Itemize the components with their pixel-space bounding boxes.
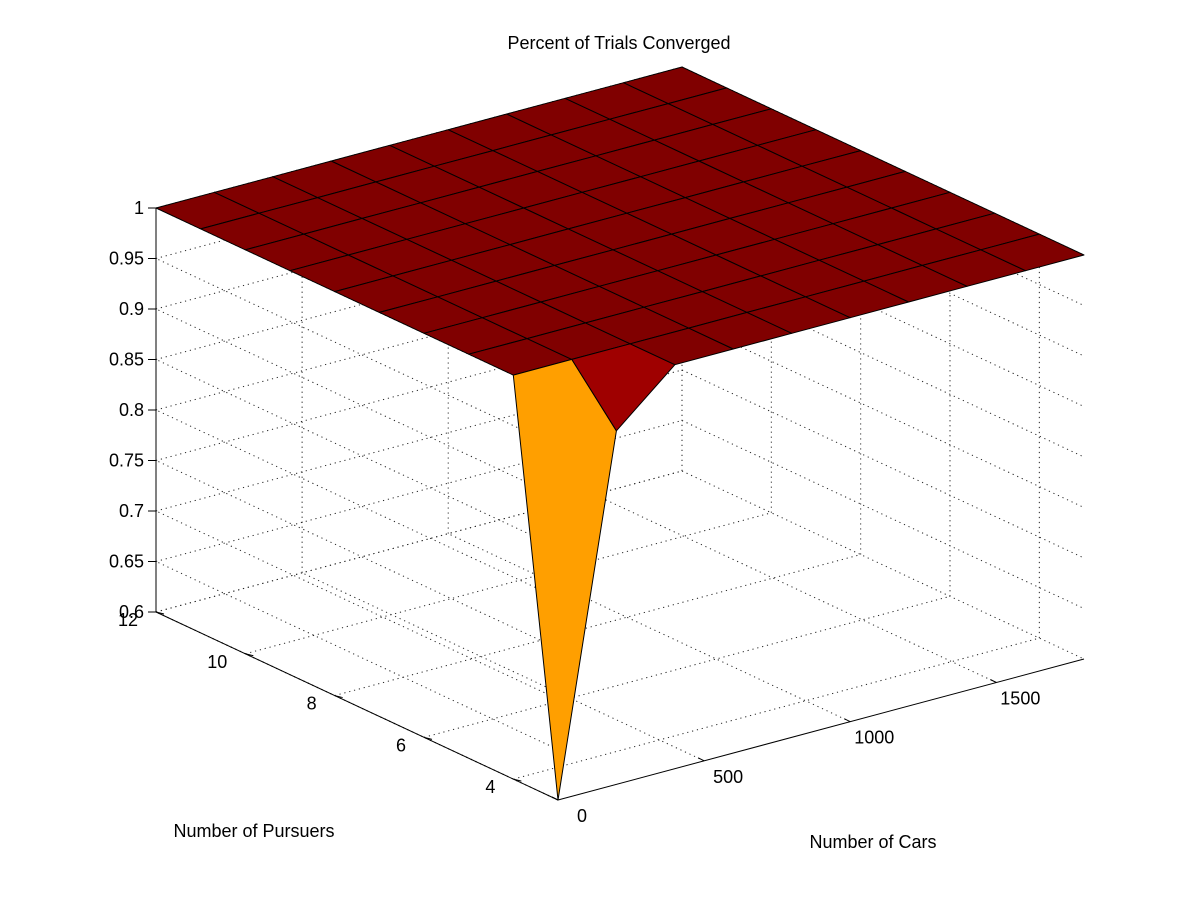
y-tick-label: 10 bbox=[207, 652, 227, 672]
tick-labels: 0.6 0.65 0.7 0.75 0.8 0.85 0.9 0.95 1 4 6 8 10 12 0 500… bbox=[109, 198, 1040, 826]
floor-grid-y bbox=[334, 554, 861, 697]
x-tick-label: 0 bbox=[577, 806, 587, 826]
side-wall-grid-z bbox=[681, 319, 1085, 508]
z-tick-label: 1 bbox=[134, 198, 144, 218]
side-wall-grid-z bbox=[681, 369, 1085, 559]
y-axis-line bbox=[155, 611, 559, 801]
y-tick-mark bbox=[423, 736, 433, 740]
floor-grid-x bbox=[301, 572, 705, 762]
back-wall-grid-z bbox=[155, 167, 683, 310]
left-wall-grid-z bbox=[155, 460, 559, 649]
side-wall-grid-z bbox=[681, 420, 1085, 609]
surface bbox=[155, 66, 1085, 801]
left-wall-grid-z bbox=[155, 409, 559, 599]
back-wall-grid-z bbox=[155, 470, 683, 613]
z-tick-label: 0.8 bbox=[119, 400, 144, 420]
z-tick-label: 0.95 bbox=[109, 249, 144, 269]
surface-patch bbox=[980, 233, 1085, 272]
x-tick-label: 1000 bbox=[854, 728, 894, 748]
x-axis-label: Number of Cars bbox=[809, 832, 936, 852]
floor-grid-y bbox=[513, 637, 1040, 780]
left-wall-grid-z bbox=[155, 359, 559, 548]
chart-title: Percent of Trials Converged bbox=[507, 33, 730, 53]
back-wall-grid-z bbox=[155, 268, 683, 411]
y-tick-mark bbox=[334, 695, 343, 699]
floor-grid-x bbox=[594, 494, 997, 683]
y-tick-mark bbox=[245, 653, 254, 657]
x-tick-label: 500 bbox=[713, 767, 743, 787]
x-tick-mark bbox=[843, 718, 851, 723]
axes bbox=[148, 207, 1085, 801]
back-wall-grid-z bbox=[155, 218, 683, 360]
x-tick-mark bbox=[697, 757, 705, 762]
y-tick-label: 4 bbox=[485, 777, 495, 797]
z-tick-label: 0.6 bbox=[119, 602, 144, 622]
floor-grid-x bbox=[448, 533, 851, 723]
y-tick-mark bbox=[155, 611, 165, 615]
back-wall-grid-z bbox=[155, 369, 683, 512]
back-wall-grid-z bbox=[155, 420, 683, 562]
z-tick-label: 0.65 bbox=[109, 552, 144, 572]
y-tick-mark bbox=[513, 778, 522, 782]
x-tick-mark bbox=[551, 796, 559, 801]
y-tick-label: 12 bbox=[118, 610, 138, 630]
side-wall-grid-z bbox=[681, 470, 1085, 660]
z-tick-label: 0.9 bbox=[119, 299, 144, 319]
z-tick-label: 0.75 bbox=[109, 451, 144, 471]
floor-grid-y bbox=[423, 595, 951, 738]
z-tick-label: 0.85 bbox=[109, 350, 144, 370]
z-tick-label: 0.7 bbox=[119, 501, 144, 521]
floor-grid-y bbox=[245, 512, 772, 655]
y-tick-label: 6 bbox=[396, 735, 406, 755]
x-tick-mark bbox=[990, 679, 997, 683]
y-tick-label: 8 bbox=[307, 694, 317, 714]
surface-patch bbox=[512, 358, 617, 801]
back-wall-grid-z bbox=[155, 319, 683, 461]
x-tick-label: 1500 bbox=[1000, 689, 1040, 709]
y-axis-label: Number of Pursuers bbox=[173, 821, 334, 841]
